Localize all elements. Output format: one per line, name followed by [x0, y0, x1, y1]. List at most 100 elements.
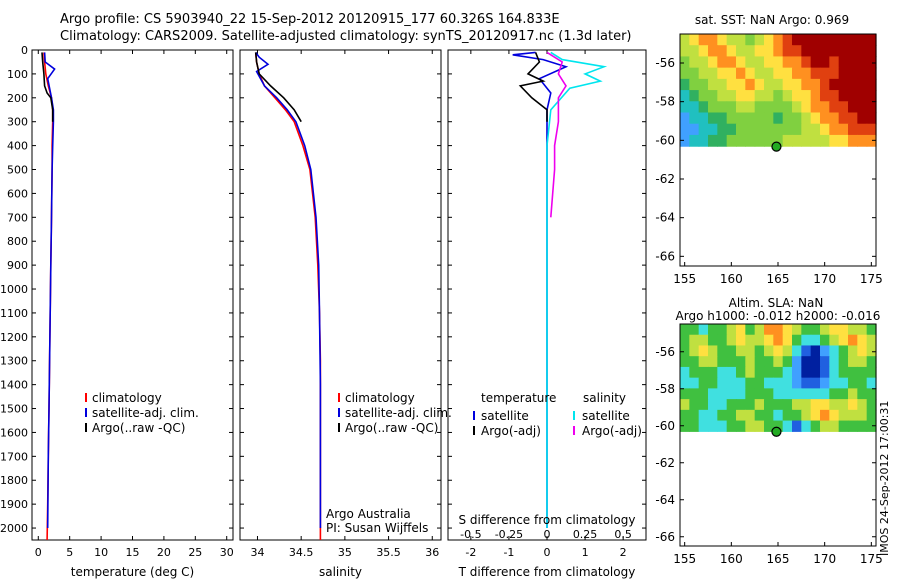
sla_map-cell: [745, 345, 756, 357]
sst_map-cell: [773, 67, 784, 80]
sst_map-cell: [754, 78, 765, 91]
sla_map-cell: [736, 334, 746, 347]
sst_map-cell: [736, 34, 746, 46]
legend-temperature-title: temperature: [481, 391, 556, 405]
sst_map-cell: [754, 134, 765, 147]
temperature-xtick-label: 20: [157, 546, 171, 559]
sst_map-cell: [736, 112, 746, 125]
sla_map-cell: [717, 377, 728, 389]
sst_map-cell: [820, 90, 830, 102]
sla_map-cell: [782, 324, 793, 336]
sla_map-cell: [857, 377, 868, 389]
sst_map-cell: [708, 67, 718, 80]
s-diff-tick-label: -0.5: [460, 528, 481, 541]
sst_map-cell: [801, 67, 812, 80]
sla_map-cell: [764, 366, 774, 379]
sst_map-cell: [773, 134, 784, 147]
depth-tick-label: 1000: [0, 283, 28, 296]
sla_map-cell: [708, 334, 718, 347]
sst_map-cell: [708, 34, 718, 46]
sla_map-cell: [745, 324, 756, 336]
sla_map-cells: [680, 324, 877, 432]
sst_map-cell: [680, 134, 690, 147]
temperature-xlabel: temperature (deg C): [71, 565, 194, 579]
depth-tick-label: 1900: [0, 498, 28, 511]
sla_map-cell: [801, 399, 812, 411]
sst_map-cell: [792, 34, 802, 46]
sla_map-cell: [801, 356, 812, 368]
sst_map-cell: [717, 78, 728, 91]
temperature-xtick-label: 0: [35, 546, 42, 559]
s-diff-tick-label: 0.25: [573, 528, 598, 541]
sla_map-cell: [717, 356, 728, 368]
depth-tick-label: 1600: [0, 426, 28, 439]
sst_map-cell: [829, 112, 840, 125]
sst_map-cell: [745, 45, 756, 58]
sst_map-cell: [820, 45, 830, 58]
sst_map-cell: [838, 78, 849, 91]
sla_map-cell: [680, 399, 690, 411]
sla_map-cell: [764, 388, 774, 400]
legend-salinity-title: salinity: [583, 391, 626, 405]
sla_map-cell: [680, 324, 690, 336]
sla_map-cell: [680, 420, 690, 432]
differences-xtick-label: 0: [544, 546, 551, 559]
sst_map-cell: [829, 78, 840, 91]
depth-tick-label: 500: [7, 164, 28, 177]
sla_map-cell: [717, 324, 728, 336]
sla_map-cell: [726, 324, 737, 336]
sla_map-cell: [708, 399, 718, 411]
sla_map-cell: [848, 334, 858, 347]
differences-xtick-label: -1: [503, 546, 514, 559]
sla_map-cell: [736, 377, 746, 389]
sla_map-cell: [848, 399, 858, 411]
depth-tick-label: 400: [7, 140, 28, 153]
sla_map-cell: [810, 334, 821, 347]
sla_map-cell: [866, 388, 877, 400]
sst_map-cell: [745, 134, 756, 147]
sst_map-cell: [764, 56, 774, 69]
sst_map-lon-label: 170: [813, 272, 836, 286]
sla_map-cell: [820, 356, 830, 368]
sst_map-cell: [820, 123, 830, 136]
sla_map-cell: [680, 334, 690, 347]
sla_map-cell: [866, 377, 877, 389]
depth-tick-label: 1400: [0, 379, 28, 392]
climatology-subtitle: Climatology: CARS2009. Satellite-adjuste…: [60, 29, 632, 44]
sst_map-cell: [773, 56, 784, 69]
sla_map-cell: [745, 388, 756, 400]
sla_map-cell: [680, 356, 690, 368]
sst_map-cell: [745, 123, 756, 136]
sst_map-cell: [736, 90, 746, 102]
sla_map-cell: [829, 420, 840, 432]
sla_map-cell: [866, 356, 877, 368]
temperature-xtick-label: 5: [66, 546, 73, 559]
sst_map-cell: [857, 56, 868, 69]
sst_map-cell: [829, 134, 840, 147]
sst_map-cell: [717, 34, 728, 46]
sst_map-cell: [708, 101, 718, 114]
sal-legend-label: satellite: [582, 409, 630, 423]
sst_map-cell: [792, 45, 802, 58]
sst_map-cell: [689, 78, 700, 91]
sla_map-cell: [717, 399, 728, 411]
salinity-series-0: [254, 52, 322, 540]
sla_map-cell: [782, 399, 793, 411]
sst_map-cell: [773, 123, 784, 136]
sst_map-lon-label: 155: [673, 272, 696, 286]
sla_map-cell: [754, 345, 765, 357]
sla_map-cell: [773, 377, 784, 389]
sst_map-cell: [698, 56, 709, 69]
sla_map-cell: [698, 409, 709, 422]
sst_map-cell: [792, 67, 802, 80]
sst_map-cell: [792, 112, 802, 125]
sla_map-cell: [857, 324, 868, 336]
temperature-xtick-label: 30: [220, 546, 234, 559]
sst_map-cell: [698, 90, 709, 102]
sla_map-cell: [764, 324, 774, 336]
depth-tick-label: 900: [7, 259, 28, 272]
sst_map-cell: [773, 101, 784, 114]
sst_map-cell: [857, 67, 868, 80]
sst_map-cell: [689, 90, 700, 102]
sst_map-cell: [782, 90, 793, 102]
